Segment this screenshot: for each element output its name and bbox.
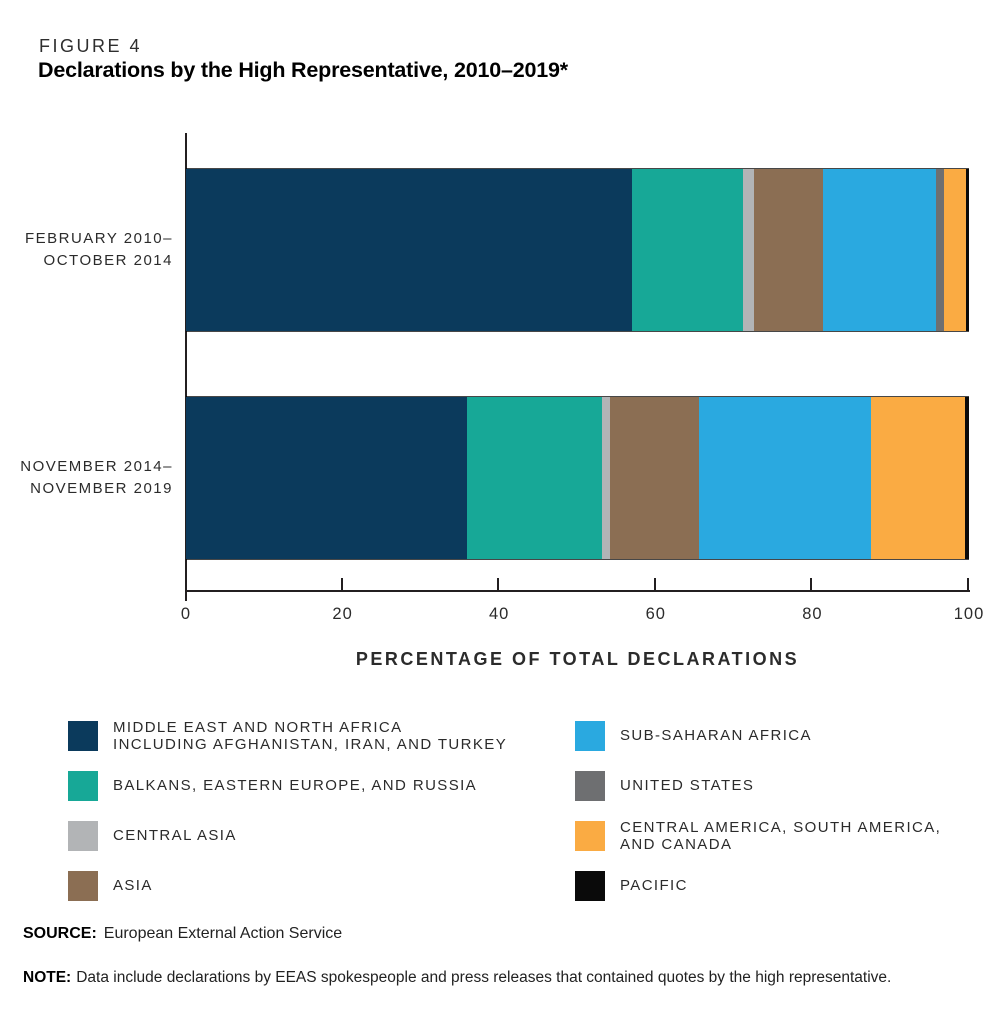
legend-item: SUB-SAHARAN AFRICA [575, 721, 985, 751]
x-axis-line [185, 590, 970, 592]
bar-segment [186, 397, 468, 559]
x-tick-label: 40 [489, 605, 510, 623]
tick-mark [653, 578, 656, 590]
x-tick-label: 20 [332, 605, 353, 623]
legend-column: SUB-SAHARAN AFRICA UNITED STATES CENTRAL A… [575, 721, 985, 921]
legend-column: MIDDLE EAST AND NORTH AFRICA INCLUDING AF… [68, 718, 538, 921]
tick-mark [340, 578, 343, 590]
x-tick-label: 80 [802, 605, 823, 623]
legend-swatch [68, 771, 98, 801]
legend-swatch [575, 721, 605, 751]
category-label: NOVEMBER 2014– NOVEMBER 2019 [20, 458, 173, 497]
bars-layer [186, 133, 969, 591]
bar-segment [753, 169, 824, 331]
legend-label: SUB-SAHARAN AFRICA [620, 727, 812, 745]
bar-segment [823, 169, 937, 331]
legend-swatch [575, 771, 605, 801]
stacked-bar [186, 168, 969, 332]
legend-swatch [68, 871, 98, 901]
x-ticks [186, 578, 969, 590]
legend-label: MIDDLE EAST AND NORTH AFRICA INCLUDING AF… [113, 718, 508, 754]
legend-item: MIDDLE EAST AND NORTH AFRICA INCLUDING AF… [68, 718, 538, 754]
x-tick-label: 100 [953, 605, 985, 623]
bar-segment [743, 169, 754, 331]
source-text: European External Action Service [103, 925, 343, 942]
bar-segment [965, 397, 969, 559]
tick-mark [967, 578, 969, 590]
legend-label: CENTRAL ASIA [113, 827, 237, 845]
bar-segment [467, 397, 602, 559]
y-axis-line [185, 133, 187, 601]
source-label: SOURCE: [23, 925, 97, 942]
bar-segment [871, 397, 966, 559]
legend-item: CENTRAL ASIA [68, 821, 538, 851]
legend-label: CENTRAL AMERICA, SOUTH AMERICA, AND CANAD… [620, 818, 942, 854]
legend-item: CENTRAL AMERICA, SOUTH AMERICA, AND CANAD… [575, 818, 985, 854]
x-tick-labels: 0 20 40 60 80 100 [181, 605, 983, 627]
legend-swatch [575, 871, 605, 901]
legend: MIDDLE EAST AND NORTH AFRICA INCLUDING AF… [0, 719, 1000, 911]
bar-segment [943, 169, 966, 331]
note-line: NOTE: Data include declarations by EEAS s… [23, 969, 988, 987]
stacked-bar [186, 396, 969, 560]
bar-segment [186, 169, 633, 331]
bar-segment [632, 169, 744, 331]
legend-swatch [68, 821, 98, 851]
bar-segment [936, 169, 944, 331]
bar-segment [965, 169, 969, 331]
legend-item: UNITED STATES [575, 771, 985, 801]
legend-swatch [575, 821, 605, 851]
legend-label: UNITED STATES [620, 777, 755, 795]
x-tick-label: 0 [180, 605, 192, 623]
note-label: NOTE: [23, 969, 72, 986]
legend-item: BALKANS, EASTERN EUROPE, AND RUSSIA [68, 771, 538, 801]
bar-segment [601, 397, 610, 559]
bar-segment [609, 397, 699, 559]
bar-segment [698, 397, 872, 559]
tick-mark [810, 578, 813, 590]
category-label: FEBRUARY 2010– OCTOBER 2014 [24, 230, 173, 269]
legend-label: BALKANS, EASTERN EUROPE, AND RUSSIA [113, 777, 478, 795]
figure-number-label: FIGURE 4 [39, 36, 143, 56]
figure-title: Declarations by the High Representative,… [38, 58, 568, 82]
source-line: SOURCE: European External Action Service [23, 925, 342, 943]
legend-label: ASIA [113, 877, 153, 895]
legend-item: ASIA [68, 871, 538, 901]
legend-label: PACIFIC [620, 877, 688, 895]
x-tick-label: 60 [645, 605, 666, 623]
x-axis-title: PERCENTAGE OF TOTAL DECLARATIONS [355, 649, 800, 669]
legend-item: PACIFIC [575, 871, 985, 901]
tick-mark [497, 578, 500, 590]
note-text: Data include declarations by EEAS spokes… [76, 969, 892, 986]
legend-swatch [68, 721, 98, 751]
